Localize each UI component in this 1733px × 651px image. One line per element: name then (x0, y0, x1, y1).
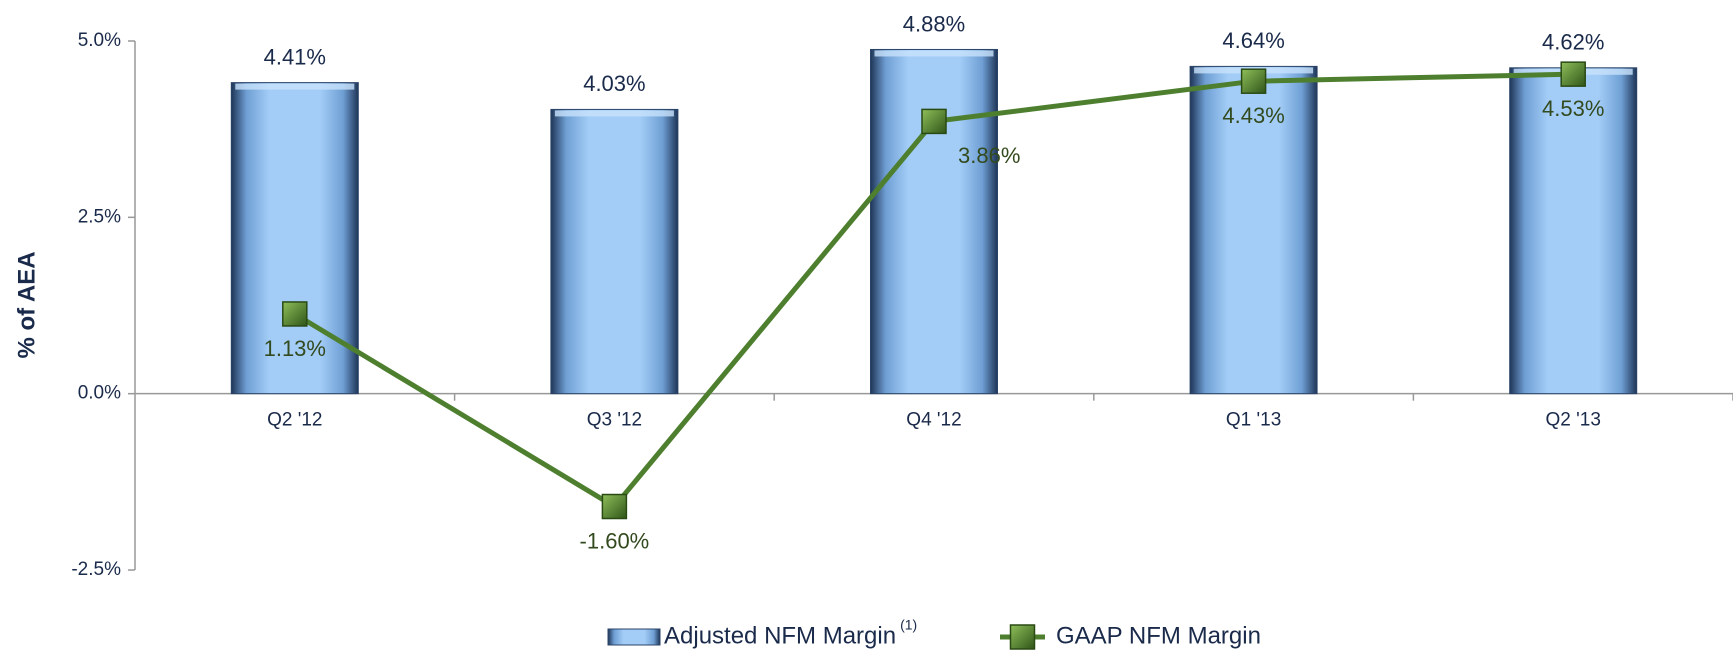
line-marker (1240, 68, 1267, 94)
line-value-label: -1.60% (580, 528, 650, 553)
x-tick-label: Q1 '13 (1226, 410, 1281, 431)
bar-highlight (235, 83, 355, 90)
bar (550, 108, 679, 395)
y-tick-label: 5.0% (78, 30, 121, 51)
bar-value-label: 4.88% (903, 11, 965, 36)
line-value-label: 1.13% (264, 336, 326, 361)
bar-value-label: 4.41% (264, 44, 326, 69)
legend-label: Adjusted NFM Margin (664, 622, 896, 649)
legend-label: GAAP NFM Margin (1056, 622, 1261, 649)
x-tick-label: Q4 '12 (906, 410, 961, 431)
bar-value-label: 4.64% (1222, 28, 1284, 53)
y-tick-label: 2.5% (78, 206, 121, 227)
x-tick-label: Q2 '12 (267, 410, 322, 431)
bar (1189, 65, 1318, 395)
line-marker (921, 108, 947, 135)
bar-highlight (554, 110, 674, 117)
x-tick-label: Q2 '13 (1546, 410, 1601, 431)
line-value-label: 4.53% (1542, 96, 1604, 121)
y-axis-title: % of AEA (13, 251, 40, 358)
bar (870, 48, 998, 395)
line-value-label: 4.43% (1222, 103, 1284, 128)
line-marker (601, 493, 628, 520)
bar-highlight (874, 50, 994, 57)
bar-value-label: 4.62% (1542, 30, 1604, 55)
x-tick-label: Q3 '12 (587, 410, 642, 431)
line-marker (1560, 61, 1586, 87)
legend-swatch (607, 628, 661, 646)
line-value-label: 3.86% (958, 143, 1020, 168)
y-tick-label: -2.5% (71, 559, 121, 580)
line-marker (282, 301, 308, 327)
legend-note: (1) (900, 617, 917, 633)
legend-swatch-marker (1009, 624, 1036, 650)
bar-value-label: 4.03% (583, 71, 645, 96)
y-tick-label: 0.0% (78, 383, 121, 404)
